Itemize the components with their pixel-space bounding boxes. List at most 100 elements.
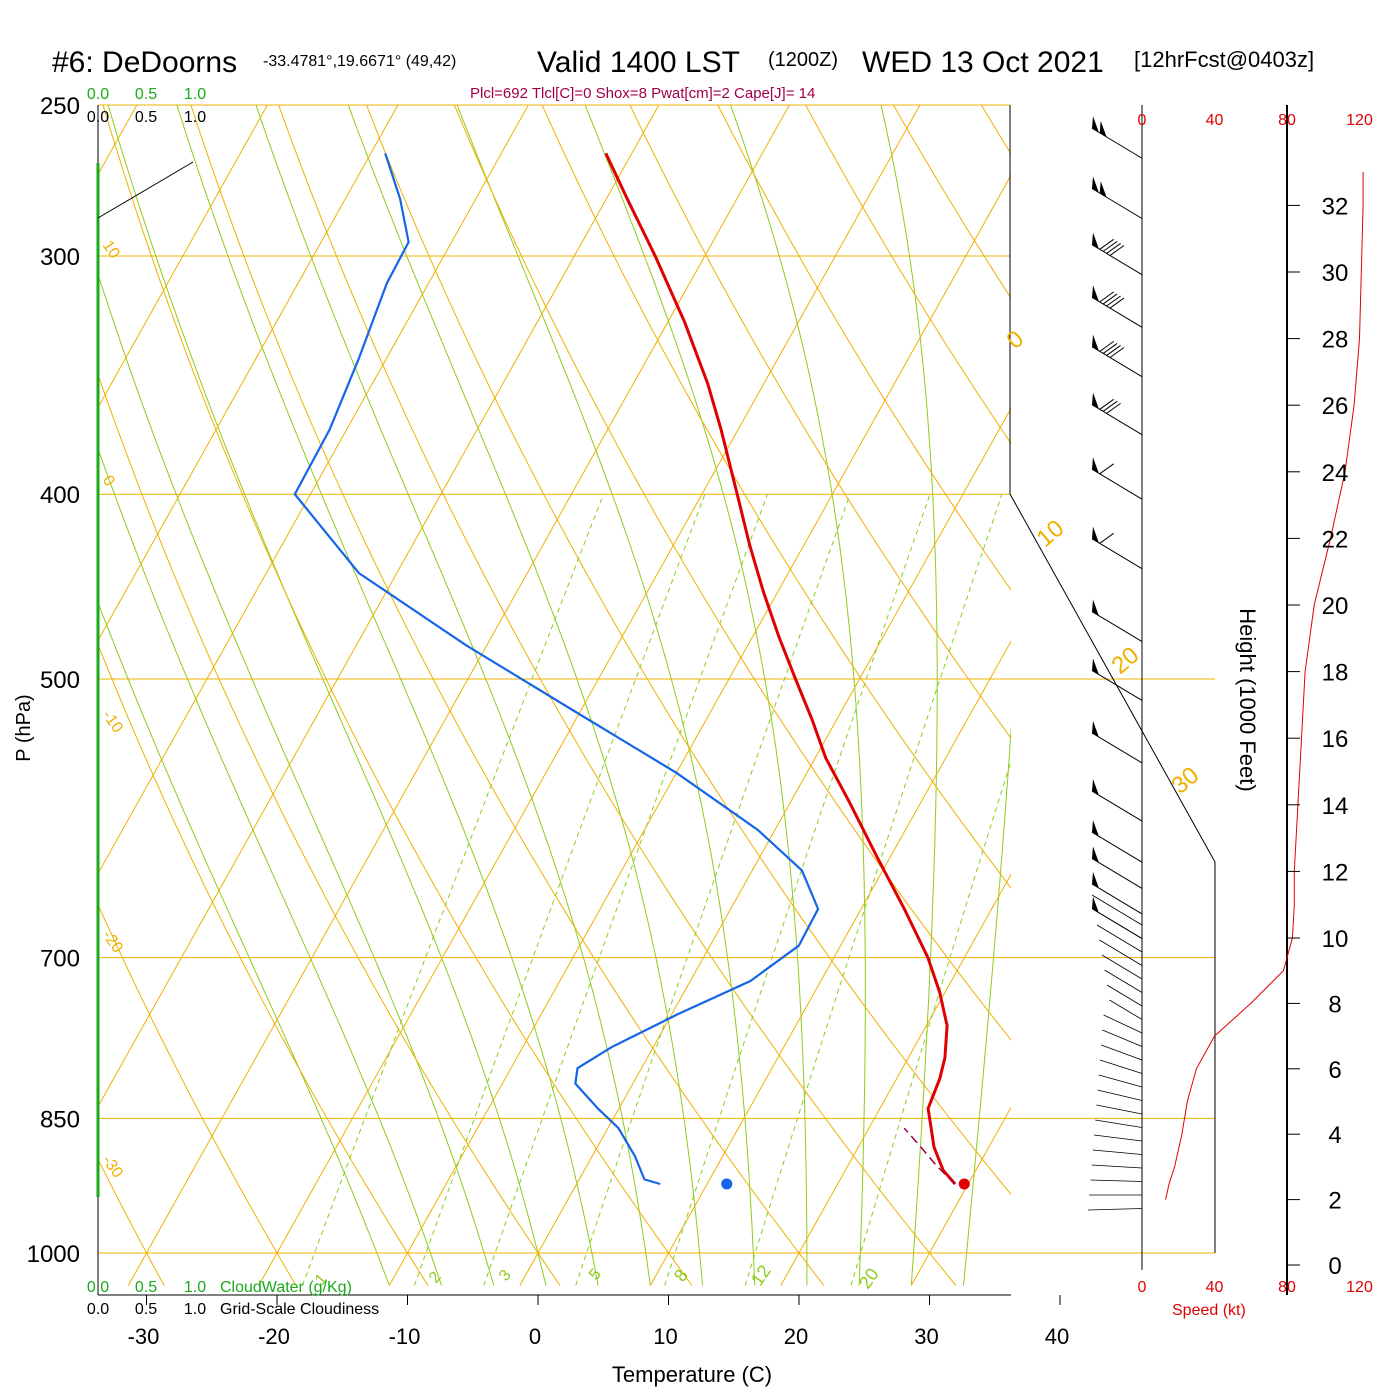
moist-adiabat-line bbox=[98, 447, 442, 1286]
wind-barb-pennant bbox=[1092, 392, 1099, 409]
height-tick-label: 14 bbox=[1322, 793, 1349, 820]
speed-top-tick: 120 bbox=[1346, 112, 1373, 129]
moist-adiabat-line bbox=[963, 724, 1011, 1286]
low-level-barb-staff bbox=[1091, 1164, 1143, 1169]
low-level-barb-staff bbox=[1097, 1089, 1143, 1101]
low-level-barb-staff bbox=[1102, 1029, 1143, 1047]
moist-adiabat-line bbox=[347, 105, 703, 1286]
wind-barb bbox=[1091, 526, 1143, 570]
mixing-ratio-line bbox=[744, 494, 1003, 1286]
low-level-barb-staff bbox=[1092, 1149, 1143, 1155]
x-axis-title: Temperature (C) bbox=[612, 1362, 772, 1387]
mixing-ratio-line bbox=[301, 494, 604, 1286]
low-level-barb-staff bbox=[1099, 1059, 1143, 1074]
wind-barb-staff bbox=[1091, 883, 1143, 915]
isotherm-line bbox=[0, 105, 6, 1285]
wind-barb-flag bbox=[1106, 295, 1121, 307]
moist-adiabat-line bbox=[176, 105, 599, 1286]
speed-bottom-tick: 80 bbox=[1278, 1279, 1296, 1296]
dry-adiabat-line bbox=[365, 105, 1011, 1196]
low-level-barb-staff bbox=[1093, 1134, 1143, 1142]
mixing-ratio-line bbox=[664, 494, 931, 1286]
isotherm-line bbox=[98, 105, 399, 642]
temperature-profile bbox=[604, 152, 957, 1185]
low-level-barb-staff bbox=[1087, 1208, 1143, 1211]
moist-adiabat-label: 20 bbox=[855, 1264, 883, 1292]
wind-barb bbox=[1091, 820, 1143, 863]
wind-barb-pennant bbox=[1092, 526, 1099, 543]
wind-barb-flag bbox=[1102, 240, 1118, 252]
forecast-run: [12hrFcst@0403z] bbox=[1134, 47, 1314, 72]
isotherm-label: 10 bbox=[1032, 515, 1070, 553]
height-tick-label: 2 bbox=[1328, 1188, 1341, 1215]
wind-barb-flag bbox=[1099, 291, 1115, 303]
isotherm-line bbox=[780, 873, 1011, 1286]
wind-barb-staff bbox=[1091, 346, 1143, 378]
low-level-barbs bbox=[1087, 894, 1143, 1211]
wind-barb-pennant bbox=[1092, 846, 1099, 863]
height-tick-label: 0 bbox=[1328, 1253, 1341, 1280]
dry-adiabat-line bbox=[1059, 88, 1400, 1285]
isotherm-line bbox=[98, 105, 529, 875]
isotherm-line bbox=[127, 105, 790, 1286]
dewpoint-profile bbox=[293, 152, 820, 1186]
cloudiness-tick-top: 0.0 bbox=[87, 109, 109, 126]
isotherm-line bbox=[649, 640, 1011, 1286]
dry-adiabat-line bbox=[0, 88, 32, 1285]
dry-adiabat-line bbox=[98, 643, 429, 1286]
height-tick-label: 26 bbox=[1322, 393, 1349, 420]
wind-barb-pennant bbox=[1099, 181, 1107, 198]
wind-barb-flag bbox=[1106, 402, 1121, 414]
wind-speed-top-ticks: 0 40 80 120 bbox=[1138, 112, 1373, 129]
p-tick-label: 400 bbox=[40, 482, 80, 509]
valid-time: Valid 1400 LST bbox=[537, 46, 740, 79]
dry-adiabat-line bbox=[190, 105, 825, 1286]
dry-adiabat-line bbox=[278, 105, 957, 1286]
wind-barb-flag bbox=[1109, 245, 1125, 256]
wind-barb-flag bbox=[1099, 532, 1115, 544]
moist-adiabats bbox=[98, 105, 1231, 1286]
dry-adiabat-label: 0 bbox=[99, 473, 118, 490]
speed-bottom-tick: 40 bbox=[1206, 1279, 1224, 1296]
moist-adiabat-line bbox=[1068, 105, 1231, 1286]
height-tick-label: 30 bbox=[1322, 260, 1349, 287]
mixing-ratio-label: 5 bbox=[586, 1266, 605, 1284]
wind-barb-pennant bbox=[1092, 176, 1099, 193]
wind-barb-flag bbox=[1099, 340, 1115, 352]
dry-adiabat-line bbox=[98, 903, 297, 1286]
p-tick-label: 700 bbox=[40, 946, 80, 973]
moist-adiabat-line bbox=[98, 272, 495, 1286]
dry-adiabat-label: -10 bbox=[99, 708, 126, 737]
moist-adiabat-line bbox=[456, 105, 756, 1286]
isotherm-line bbox=[519, 407, 1011, 1286]
height-tick-label: 28 bbox=[1322, 327, 1349, 354]
cloudiness-line bbox=[97, 161, 194, 219]
x-tick-label: 30 bbox=[914, 1324, 938, 1349]
cloudiness-tick-top: 1.0 bbox=[184, 109, 206, 126]
low-level-barb-staff bbox=[1098, 1074, 1143, 1088]
wind-barb-staff bbox=[1091, 244, 1143, 276]
wind-barb-flag bbox=[1102, 343, 1118, 354]
cloud-water-tick-top: 1.0 bbox=[184, 86, 206, 103]
height-axis-title: Height (1000 Feet) bbox=[1235, 608, 1260, 791]
low-level-barb-staff bbox=[1103, 1014, 1143, 1034]
dry-adiabat-line bbox=[102, 105, 693, 1286]
cloud-water-tick-bottom: 0.0 bbox=[87, 1279, 109, 1296]
wind-barb-pennant bbox=[1092, 720, 1099, 738]
wind-barb-pennant bbox=[1092, 285, 1099, 302]
wind-barb-staff bbox=[1091, 611, 1143, 642]
wind-barb-pennant bbox=[1092, 232, 1099, 249]
x-tick-label: 20 bbox=[784, 1324, 808, 1349]
cloud-axis-ticks: 0.0 0.0 0.5 0.5 1.0 1.0 0.0 0.0 0.5 0.5 1.0 1.0 bbox=[87, 86, 206, 1318]
wind-barb-flag bbox=[1106, 345, 1121, 356]
moist-adiabat-line bbox=[255, 105, 651, 1286]
speed-bottom-tick: 0 bbox=[1138, 1279, 1147, 1296]
low-level-barb-staff bbox=[1099, 939, 1143, 966]
wind-barb bbox=[1091, 846, 1143, 889]
low-level-barb-staff bbox=[1104, 969, 1143, 993]
low-level-barb-staff bbox=[1106, 984, 1143, 1007]
moist-adiabat-label: 8 bbox=[670, 1266, 692, 1286]
